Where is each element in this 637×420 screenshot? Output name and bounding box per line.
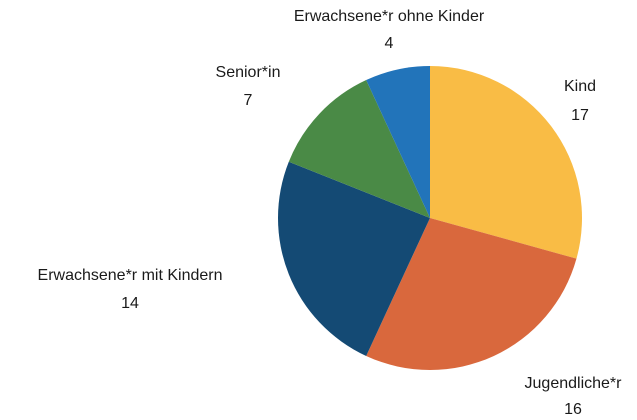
pie-slice-kind [430,66,582,259]
slice-label-kind: Kind [564,78,596,95]
slice-value-senior: 7 [244,92,253,109]
label-senior: Senior*in 7 [216,64,281,109]
pie-slice-erwachsene-r-mit-kindern [277,161,430,356]
pie-slice-jugendliche-r [366,218,577,371]
slice-label-senior: Senior*in [216,64,281,81]
label-jugendliche: Jugendliche*r 16 [525,375,623,418]
slice-label-erwachsene-mit-kindern: Erwachsene*r mit Kindern [38,267,223,284]
pie-slices [277,66,582,371]
label-erwachsene-ohne-kinder: Erwachsene*r ohne Kinder 4 [294,8,485,52]
pie-slice-erwachsene-r-ohne-kinder [366,66,430,218]
slice-label-jugendliche: Jugendliche*r [525,375,623,392]
slice-value-erwachsene-mit-kindern: 14 [121,295,139,312]
slice-value-jugendliche: 16 [564,401,582,418]
slice-label-erwachsene-ohne-kinder: Erwachsene*r ohne Kinder [294,8,485,25]
slice-value-kind: 17 [571,107,589,124]
slice-value-erwachsene-ohne-kinder: 4 [385,35,394,52]
label-erwachsene-mit-kindern: Erwachsene*r mit Kindern 14 [38,267,223,312]
pie-slice-senior-in [288,80,430,218]
label-kind: Kind 17 [564,78,596,124]
